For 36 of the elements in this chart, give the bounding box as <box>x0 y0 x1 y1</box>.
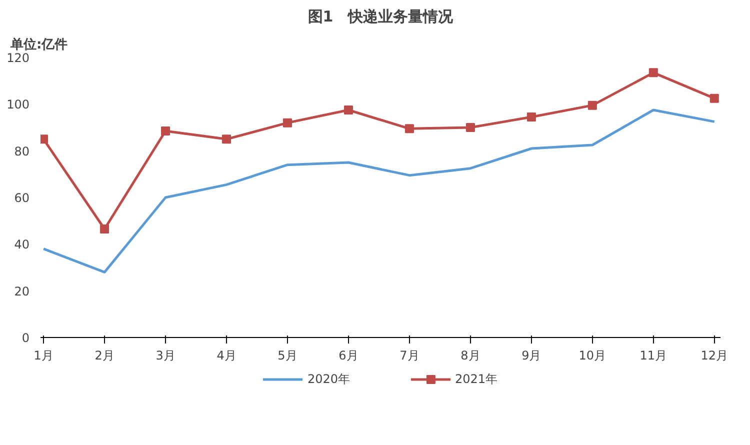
x-tick-label: 3月 <box>156 348 176 362</box>
legend-label: 2020年 <box>307 370 350 388</box>
y-tick-label: 100 <box>6 98 30 112</box>
x-tick-label: 2月 <box>94 348 114 362</box>
point <box>648 68 658 78</box>
point <box>282 118 292 128</box>
y-tick-label: 120 <box>6 51 30 65</box>
point <box>526 112 536 122</box>
x-tick-label: 6月 <box>338 348 358 362</box>
point <box>222 134 232 144</box>
x-tick-label: 10月 <box>578 348 606 362</box>
x-tick-label: 4月 <box>216 348 236 362</box>
point <box>588 100 597 110</box>
point <box>161 126 170 136</box>
x-tick-label: 1月 <box>34 348 54 362</box>
x-tick-label: 5月 <box>278 348 298 362</box>
point <box>466 123 475 132</box>
chart-title: 图1 快递业务量情况 <box>308 8 454 26</box>
y-tick-label: 60 <box>14 191 30 205</box>
line-series <box>42 108 716 274</box>
point <box>344 106 353 114</box>
legend-label: 2021年 <box>455 370 498 388</box>
y-tick-label: 0 <box>22 331 30 345</box>
y-tick-label: 20 <box>14 284 30 298</box>
y-tick-label: 80 <box>14 144 30 158</box>
x-tick-label: 9月 <box>522 348 542 362</box>
y-axis-title: 单位:亿件 <box>10 36 68 52</box>
x-tick-label: 12月 <box>700 348 728 362</box>
x-tick-label: 8月 <box>460 348 480 362</box>
point <box>100 224 110 234</box>
point <box>40 134 48 144</box>
point <box>404 124 414 134</box>
y-tick-label: 40 <box>14 238 30 252</box>
x-tick-label: 11月 <box>640 348 668 362</box>
point <box>710 94 719 103</box>
x-tick-label: 7月 <box>400 348 420 362</box>
